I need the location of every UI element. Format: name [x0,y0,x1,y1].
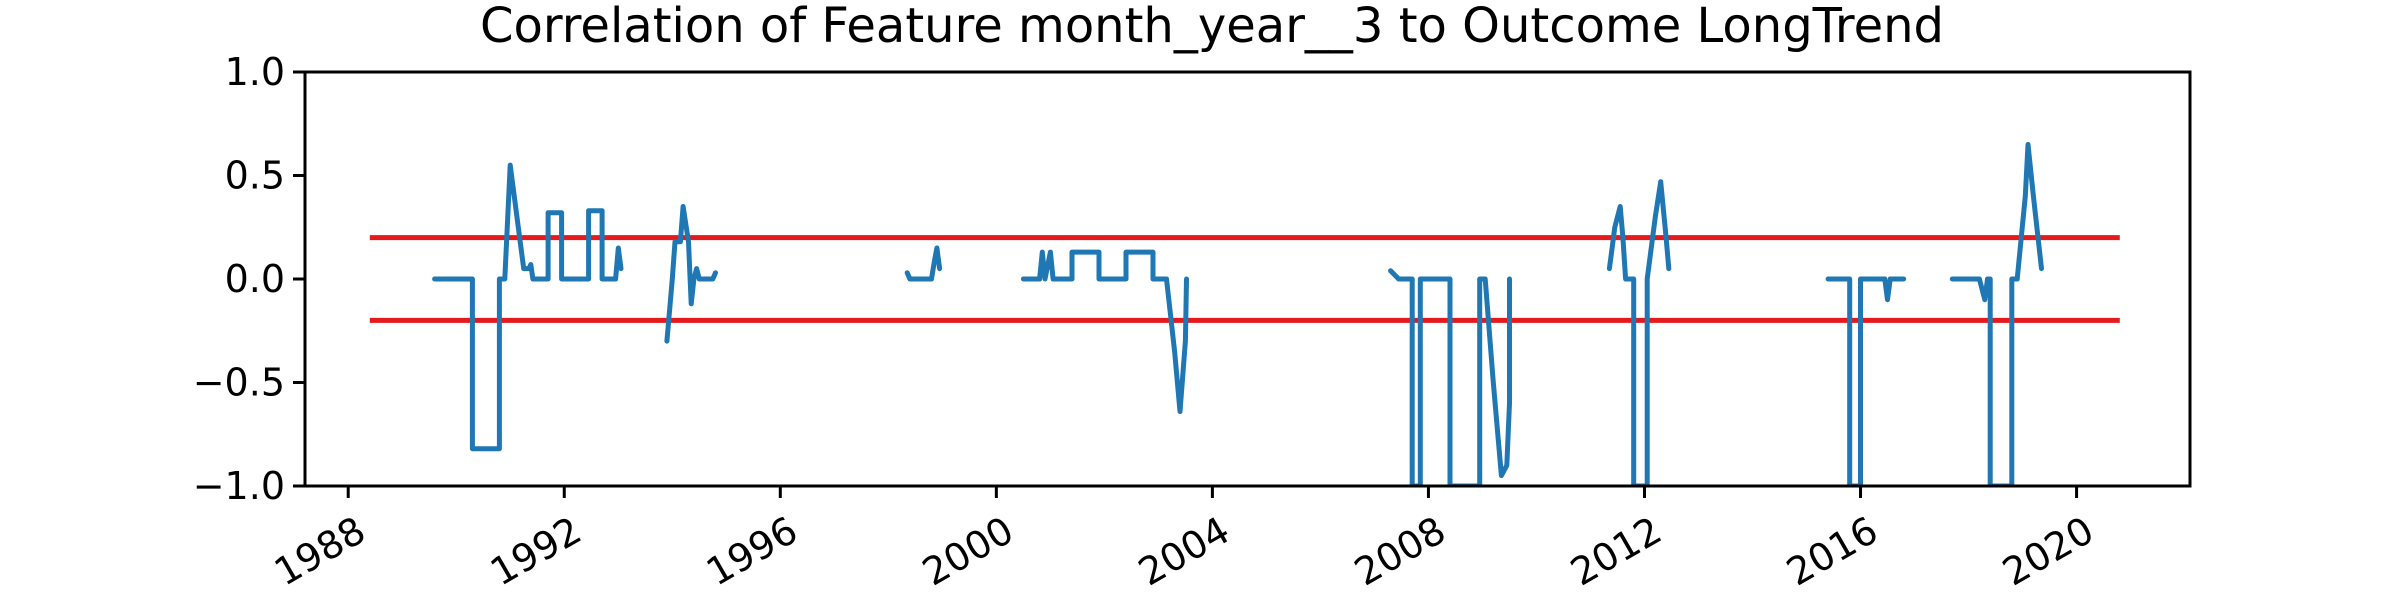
x-tick-label: 2020 [1995,508,2101,594]
series-segment-7 [1825,276,1907,486]
x-tick-label: 2000 [915,508,1021,594]
series-segment-3 [904,245,943,282]
series-segment-1 [432,162,624,452]
series-segment-5 [1388,268,1512,486]
x-tick-label: 1992 [483,508,589,594]
x-axis: 1988 1992 1996 2000 2004 2008 2012 2016 2020 [267,486,2101,594]
x-tick-label: 2004 [1131,508,1237,594]
series-segment-2 [664,204,718,344]
y-tick-label: 0.0 [225,257,285,301]
x-tick-label: 2012 [1563,508,1669,594]
series-segment-8 [1949,142,2044,486]
y-tick-label: 0.5 [225,154,285,198]
x-tick-label: 2016 [1779,508,1885,594]
x-tick-label: 1988 [267,508,373,594]
chart-title: Correlation of Feature month_year__3 to … [480,0,1944,54]
series-segment-4 [1020,249,1189,414]
series-segment-6 [1606,179,1672,486]
plot-series-group [369,142,2120,486]
x-tick-label: 1996 [699,508,805,594]
plot-area [369,142,2120,486]
y-axis: −1.0 −0.5 0.0 0.5 1.0 [193,50,305,508]
y-tick-label: −1.0 [193,464,285,508]
y-tick-label: −0.5 [193,361,285,405]
y-tick-label: 1.0 [225,50,285,94]
x-tick-label: 2008 [1347,508,1453,594]
